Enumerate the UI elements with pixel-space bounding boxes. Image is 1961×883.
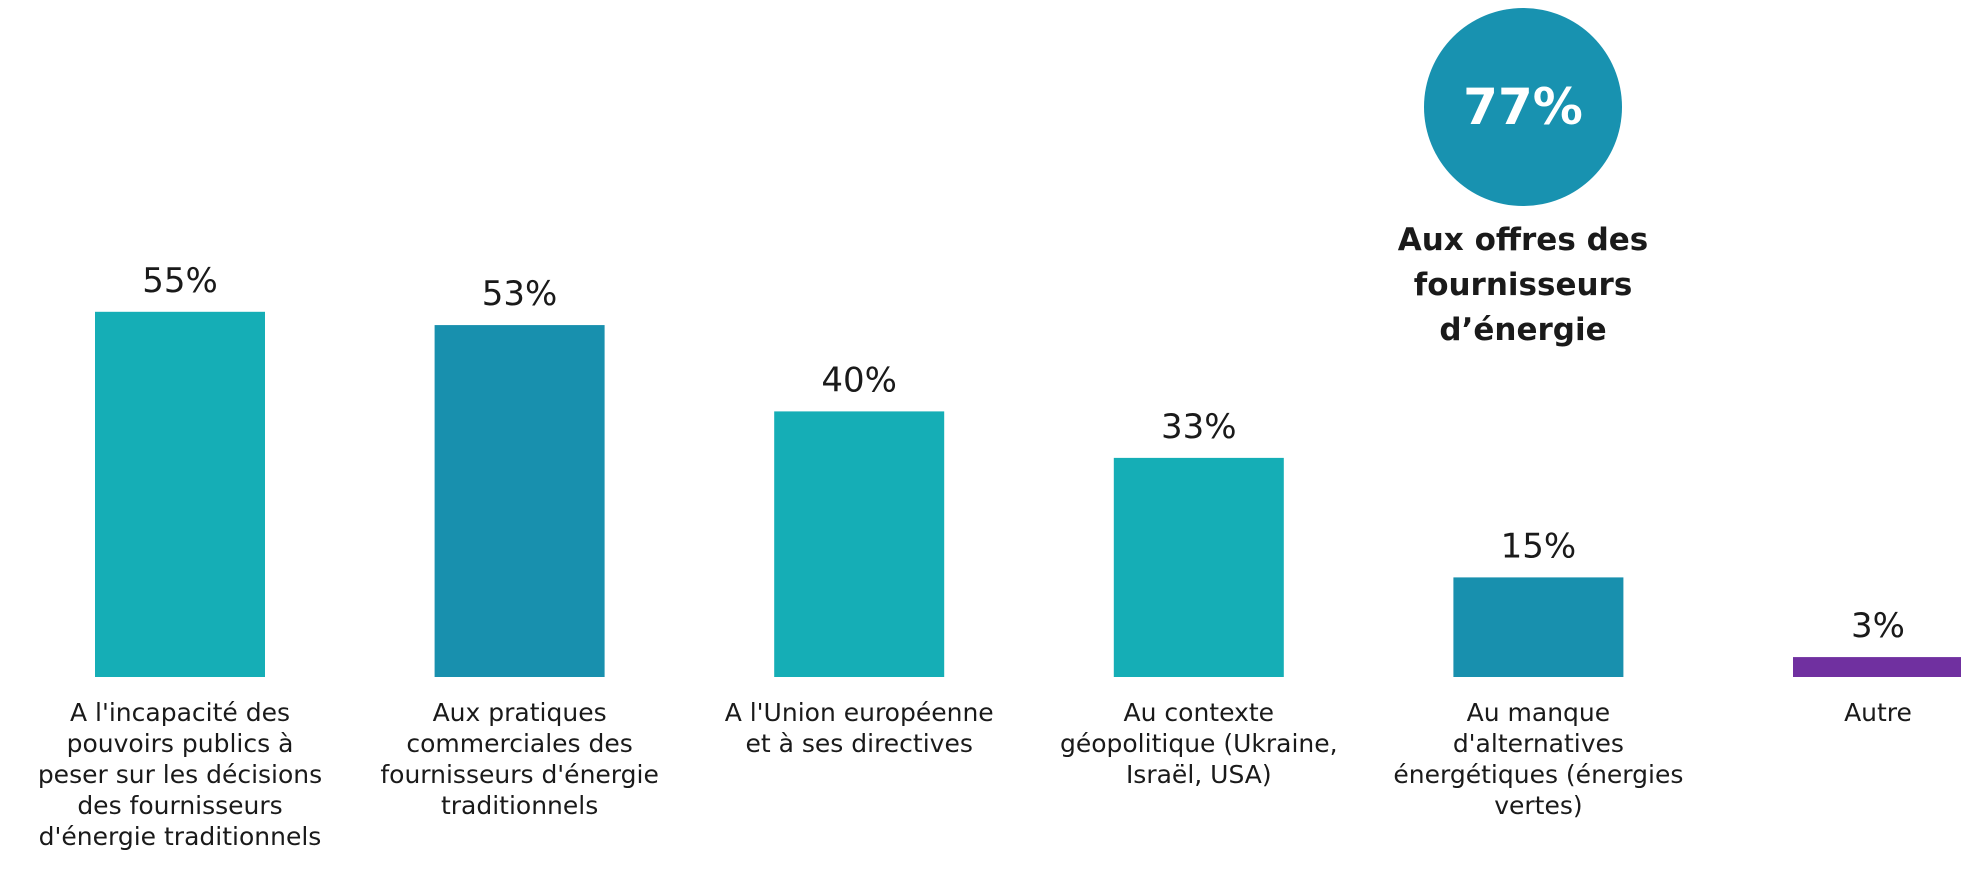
category-label-line: Au manque (1467, 698, 1611, 727)
category-label-line: A l'Union européenne (725, 698, 994, 727)
category-label: Au contexte géopolitique (Ukraine, Israël,… (1060, 698, 1338, 789)
category-label-line: et à ses directives (745, 729, 972, 758)
category-label-line: énergétiques (énergies (1393, 760, 1683, 789)
bar-value-label: 15% (1501, 526, 1577, 566)
bar-value-label: 53% (482, 274, 558, 314)
category-label-line: pouvoirs publics à (67, 729, 294, 758)
category-label-line: Israël, USA) (1126, 760, 1272, 789)
bar-5 (1453, 577, 1624, 677)
highlight-circle: 77% (1424, 8, 1622, 206)
highlight-value: 77% (1463, 78, 1583, 136)
category-label-line: Au contexte (1124, 698, 1275, 727)
category-label-line: d'alternatives (1453, 729, 1624, 758)
highlight-label: Aux offres des fournisseurs d’énergie (1397, 222, 1649, 348)
category-label-line: des fournisseurs (77, 791, 282, 820)
category-label-line: Aux pratiques (433, 698, 607, 727)
bar-2 (434, 325, 605, 677)
category-label-line: géopolitique (Ukraine, (1060, 729, 1338, 758)
bar-6 (1793, 657, 1961, 677)
category-label-line: d'énergie traditionnels (39, 822, 322, 851)
category-label-line: vertes) (1494, 791, 1582, 820)
category-label: Autre (1844, 698, 1912, 727)
category-label: A l'incapacité des pouvoirs publics à pese… (38, 698, 322, 851)
category-label-line: fournisseurs d'énergie (380, 760, 658, 789)
bar-value-label: 55% (142, 261, 218, 301)
bar-4 (1113, 457, 1284, 677)
category-label-line: commerciales des (406, 729, 632, 758)
category-label-line: A l'incapacité des (70, 698, 290, 727)
bar-1 (95, 311, 265, 677)
category-label: Aux pratiques commerciales des fournisseur… (380, 698, 658, 820)
category-label: A l'Union européenne et à ses directives (725, 698, 994, 758)
bar-value-label: 40% (821, 360, 897, 400)
bar-value-label: 33% (1161, 407, 1237, 447)
category-label: Au manque d'alternatives énergétiques (éne… (1393, 698, 1683, 820)
category-label-line: peser sur les décisions (38, 760, 322, 789)
bar-3 (774, 411, 945, 677)
category-label-line: Autre (1844, 698, 1912, 727)
category-label-line: traditionnels (441, 791, 598, 820)
bar-value-label: 3% (1851, 606, 1905, 646)
